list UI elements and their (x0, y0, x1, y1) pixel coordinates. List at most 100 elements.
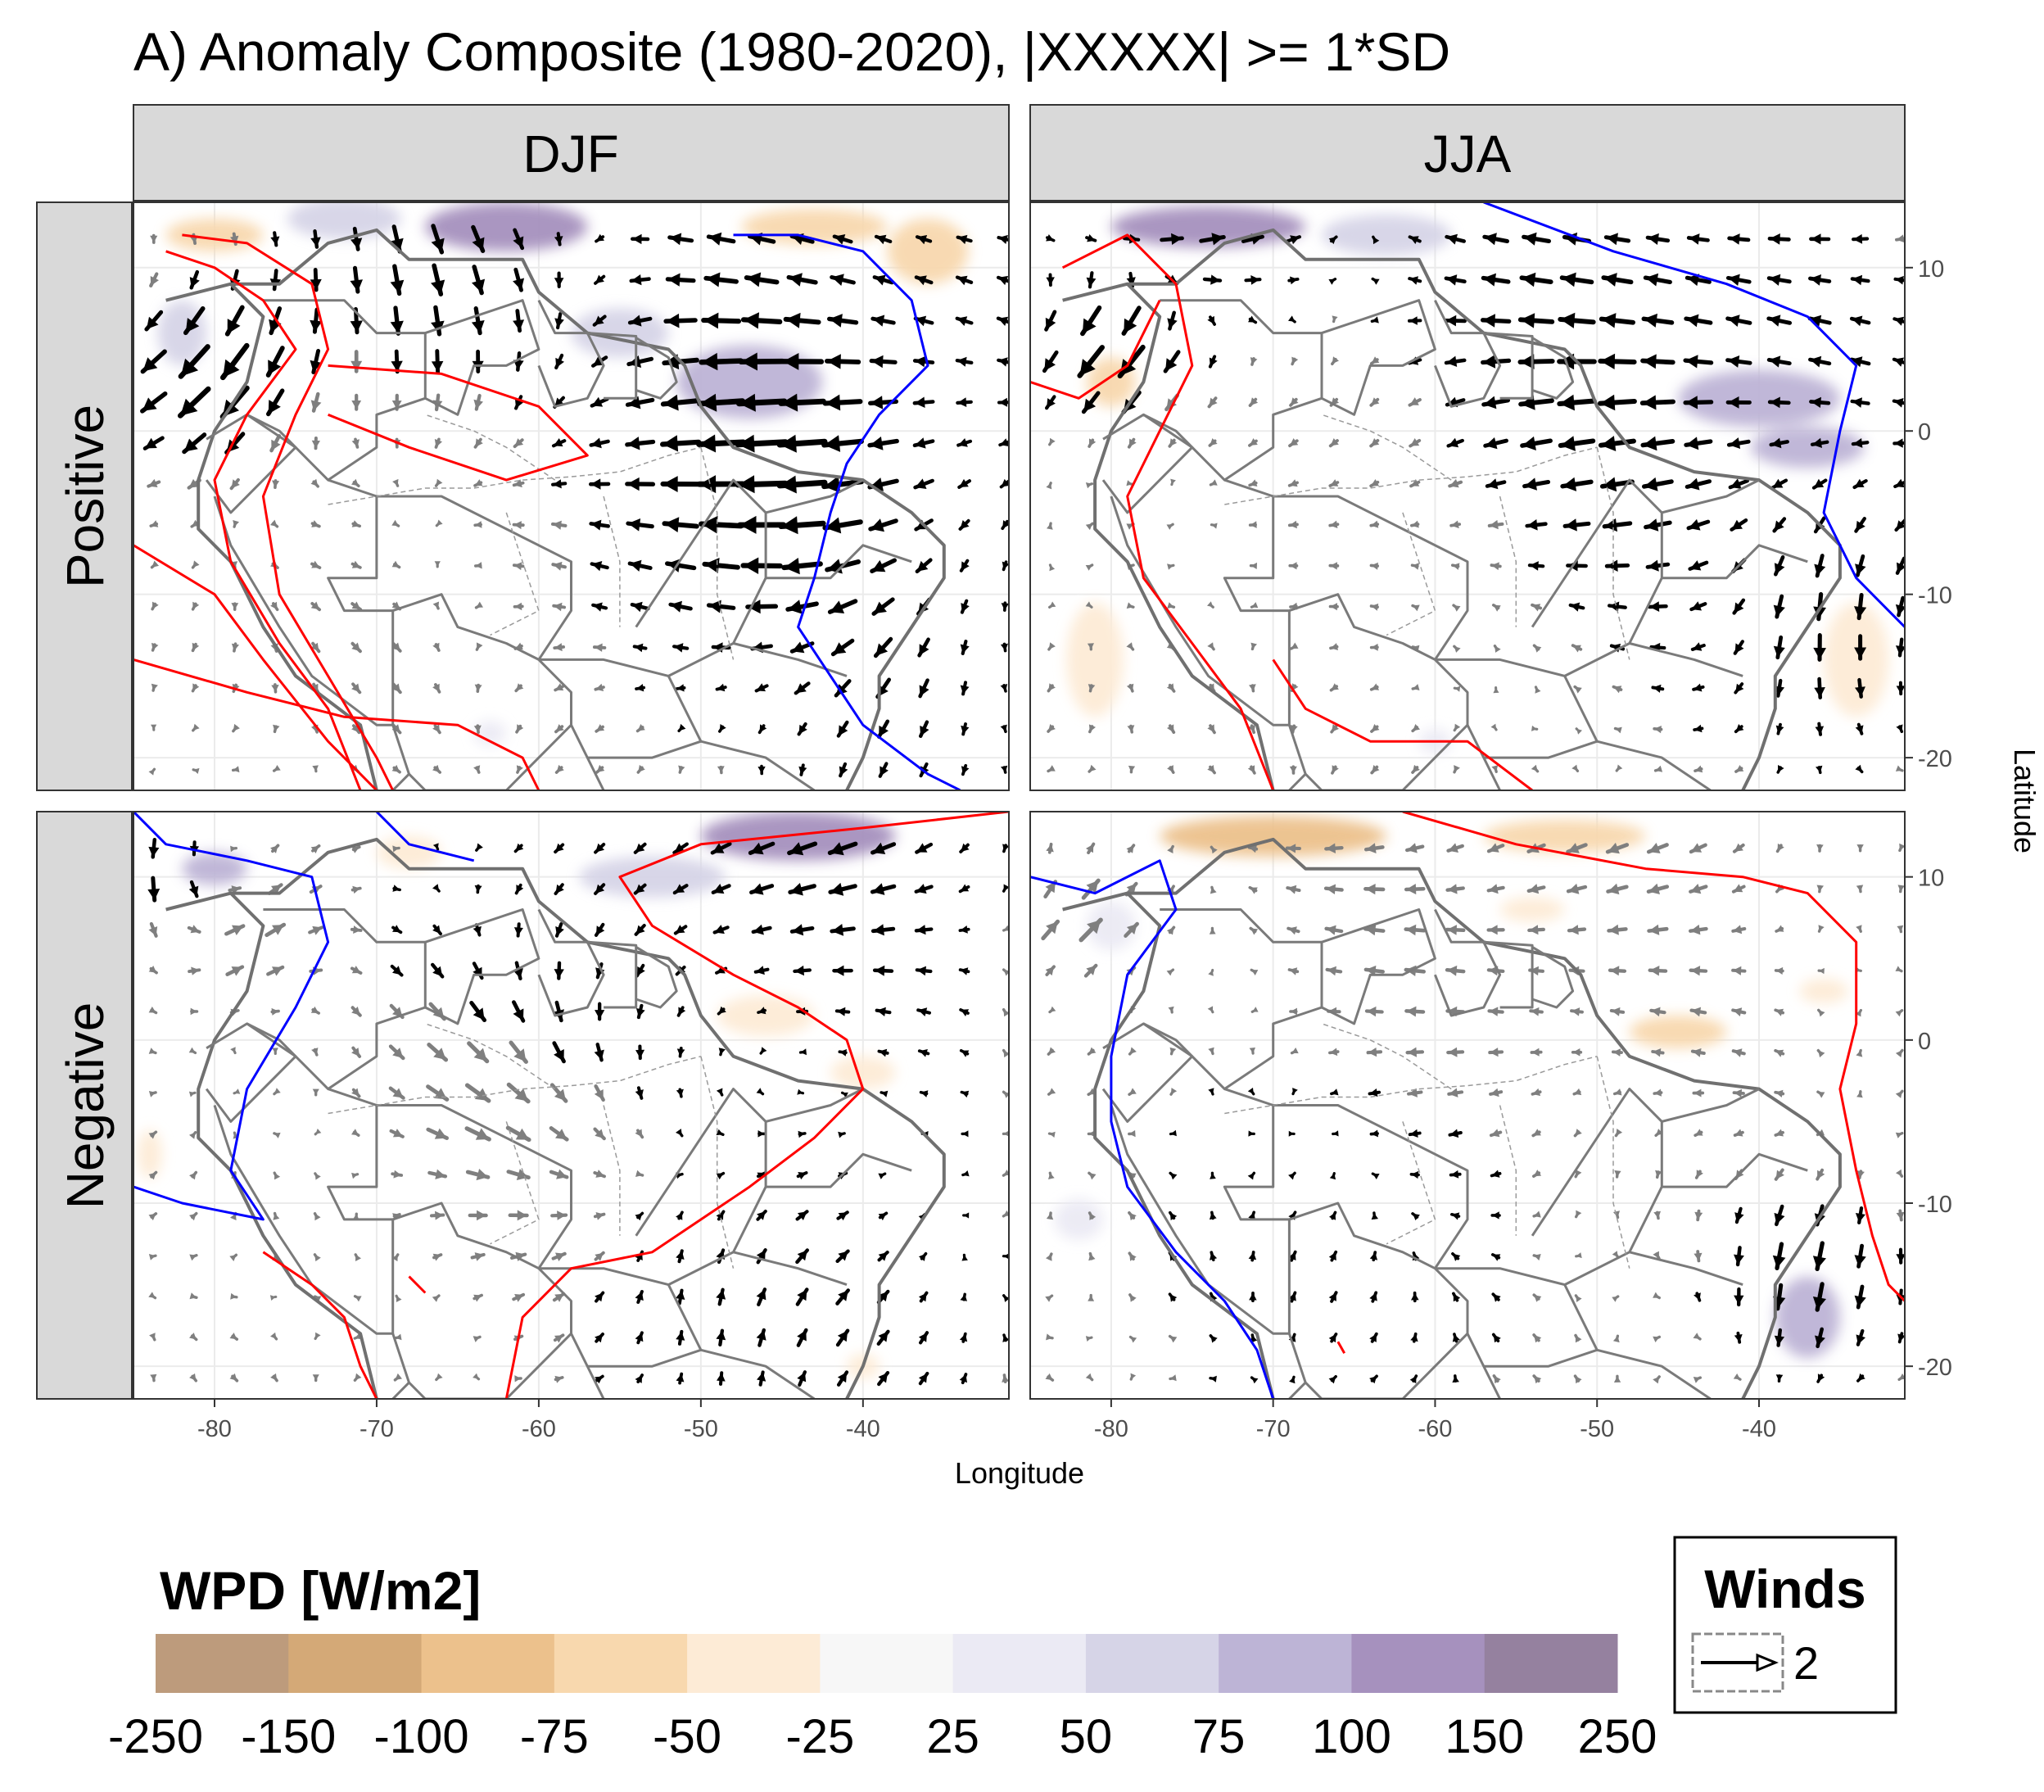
wind-arrow (1725, 315, 1752, 327)
wind-arrow (959, 1008, 970, 1016)
wind-arrow (877, 1251, 889, 1262)
wind-arrow (1328, 1250, 1338, 1262)
wind-arrow (595, 724, 605, 733)
wind-arrow (1128, 1088, 1137, 1097)
river-basin-line (1386, 512, 1436, 636)
wind-arrow (1532, 1170, 1542, 1178)
wind-arrow (1046, 234, 1056, 242)
wind-arrow (191, 560, 200, 569)
wind-arrow (753, 966, 770, 975)
wind-arrow (432, 1294, 441, 1302)
x-tick-label: -80 (197, 1416, 232, 1442)
country-border (1531, 1088, 1663, 1286)
wind-arrow (1895, 595, 1905, 618)
wind-arrow (1445, 965, 1466, 976)
wind-arrow (1734, 1206, 1744, 1224)
wind-arrow (1445, 233, 1466, 245)
wind-arrow (1895, 966, 1903, 973)
wind-arrow (273, 724, 280, 734)
colorbar-swatch (687, 1634, 821, 1693)
contour-positive (262, 1251, 378, 1399)
wind-arrow (1168, 1006, 1174, 1014)
wind-arrow (1369, 1129, 1379, 1138)
wind-arrow (1651, 684, 1665, 693)
wind-arrow (835, 1288, 850, 1306)
wind-arrow (189, 1253, 198, 1261)
wind-arrow (788, 883, 816, 896)
wind-arrow (1645, 233, 1671, 245)
wind-arrow (270, 601, 279, 612)
wind-arrow (310, 307, 323, 334)
wind-arrow (1249, 562, 1257, 569)
wind-arrow (1574, 1210, 1582, 1219)
wind-arrow (553, 643, 565, 652)
wind-arrow (737, 515, 787, 534)
wind-arrow (312, 1088, 319, 1097)
wind-arrow (1599, 313, 1635, 328)
wind-arrow (1605, 842, 1630, 854)
wind-arrow (1774, 1204, 1785, 1227)
wind-arrow (1363, 843, 1385, 853)
wpd-anomaly-region (579, 856, 726, 898)
wind-arrow (1289, 1375, 1296, 1384)
colorbar-break-label: 100 (1312, 1710, 1391, 1763)
wind-arrow (1411, 604, 1420, 612)
wind-arrow (996, 316, 1009, 326)
wind-arrow (781, 558, 823, 575)
wind-arrow (272, 479, 280, 490)
wind-arrow (1088, 438, 1097, 448)
wind-arrow (151, 601, 159, 611)
wind-arrow (1087, 643, 1094, 651)
river-basin-line (490, 512, 540, 636)
wind-arrow (1816, 1168, 1825, 1181)
wind-arrow (1088, 724, 1096, 734)
wind-arrow (266, 388, 285, 417)
wind-arrow (468, 1210, 488, 1221)
wind-arrow (1855, 764, 1864, 774)
wind-arrow (1452, 604, 1461, 612)
wpd-anomaly-region (1629, 1015, 1727, 1048)
wpd-anomaly-region (1066, 602, 1124, 717)
country-border (635, 946, 678, 1009)
wind-arrow (148, 921, 158, 938)
wind-arrow (230, 1292, 238, 1300)
wind-arrow (1289, 1007, 1298, 1016)
wind-arrow (1573, 1129, 1582, 1138)
wind-arrow (918, 1331, 929, 1345)
country-border (1662, 1152, 1808, 1188)
wind-arrow (672, 884, 689, 895)
map-outlines (1062, 228, 1842, 790)
wind-arrow (1249, 926, 1259, 935)
wind-arrow (1002, 1373, 1009, 1383)
wind-arrow (1531, 1088, 1542, 1097)
wind-arrow (1369, 356, 1380, 365)
wind-arrow (1598, 353, 1637, 369)
wind-arrow (1453, 686, 1461, 692)
contour-positive (504, 812, 1009, 1399)
wind-arrow (635, 1086, 644, 1100)
wind-arrow (1689, 601, 1707, 612)
wind-arrow (592, 643, 607, 652)
wind-arrow (188, 880, 199, 898)
contour-lines (133, 812, 1009, 1399)
wind-arrow (1210, 885, 1217, 894)
wind-arrow (1369, 520, 1380, 528)
wind-arrow (188, 966, 201, 975)
wind-arrow (189, 1333, 198, 1342)
wind-legend-label: 2 (1793, 1637, 1819, 1689)
wind-arrow (1247, 1088, 1255, 1096)
country-border (1483, 332, 1534, 400)
wind-arrow (1209, 479, 1218, 486)
wind-arrow (189, 1292, 198, 1300)
wind-arrow (1851, 438, 1870, 448)
wind-arrow (231, 642, 239, 653)
wind-arrow (821, 476, 865, 493)
colorbar-break-label: -250 (108, 1710, 203, 1763)
wind-arrow (351, 1129, 360, 1137)
wind-arrow (1410, 1332, 1418, 1343)
colorbar-swatch (1085, 1634, 1219, 1693)
wind-arrow (1363, 965, 1385, 976)
wind-arrow (1641, 313, 1675, 328)
wind-arrow (1856, 1373, 1865, 1382)
wind-arrow (716, 1328, 726, 1347)
